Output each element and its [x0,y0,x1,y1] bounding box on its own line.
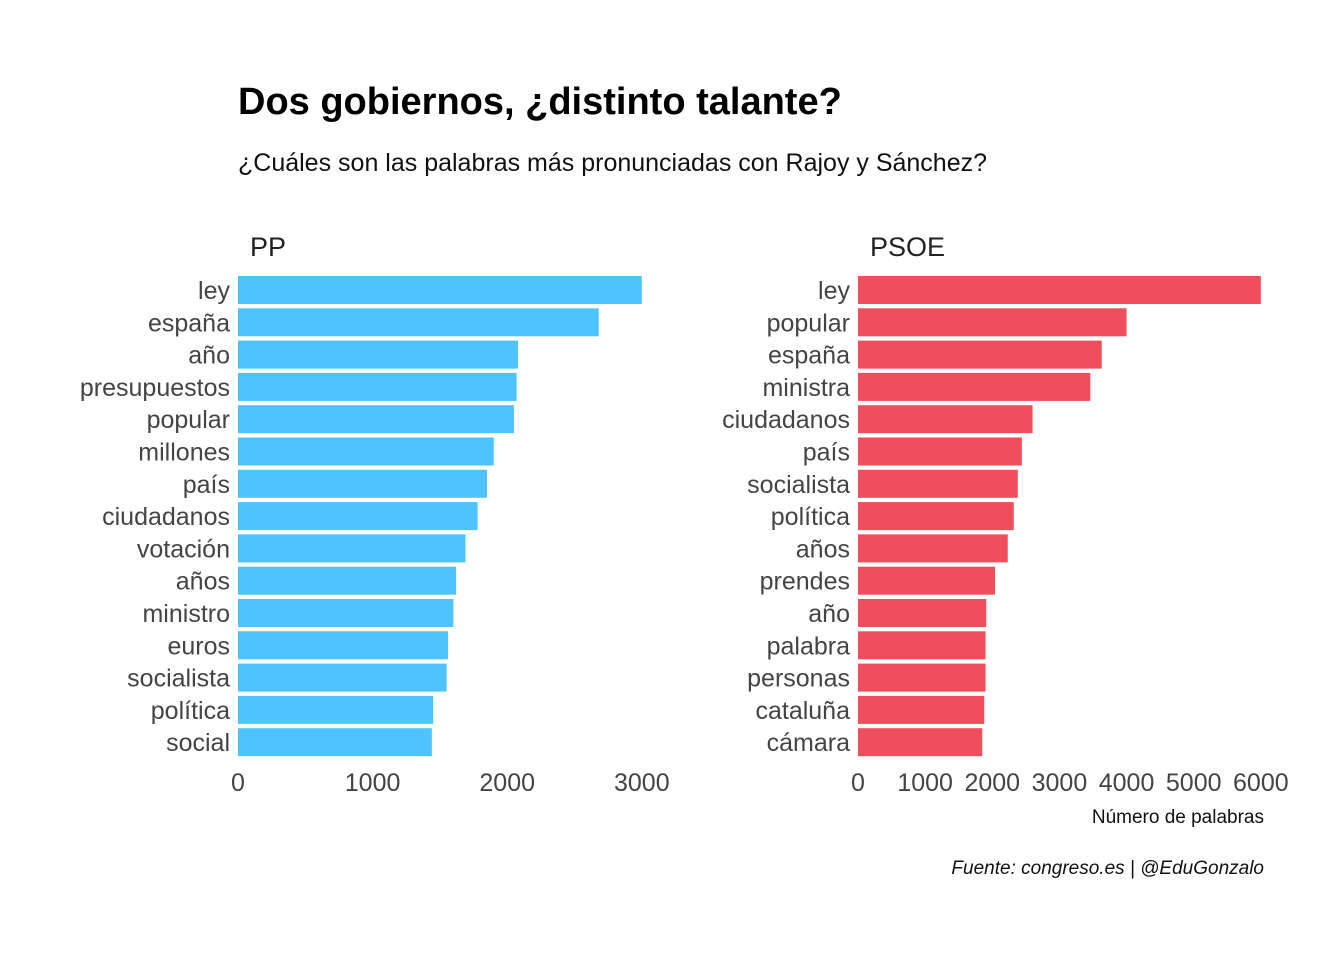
bar-ciudadanos [858,405,1033,434]
bar-votación [238,534,466,563]
bar-ley [238,276,642,304]
x-tick-label: 0 [231,769,245,797]
chart-title: Dos gobiernos, ¿distinto talante? [238,81,842,123]
bar-prendes [858,566,995,595]
bar-política [238,695,434,724]
x-tick-label: 3000 [614,769,670,797]
bar-españa [238,308,599,337]
category-label: millones [138,439,230,467]
bar-años [238,566,457,595]
bar-años [858,534,1008,563]
category-label: prendes [760,568,850,596]
category-label: ministra [762,374,850,402]
x-tick-label: 2000 [964,769,1020,797]
bar-popular [238,405,514,434]
bar-ministro [238,599,454,627]
bar-ley [858,276,1261,304]
bar-cámara [858,728,983,757]
category-label: política [771,503,850,531]
bar-ministra [858,372,1091,401]
bar-socialista [238,663,447,692]
category-label: euros [167,632,230,660]
panel-psoe: PSOE ley popular españa ministra ciudadanos pa… [722,232,1289,828]
bar-cataluña [858,695,985,724]
x-tick-label: 1000 [897,769,953,797]
category-label: votación [137,535,230,563]
category-label: ley [198,277,230,305]
x-axis-title: Número de palabras [1092,807,1264,828]
bar-presupuestos [238,372,517,401]
bar-socialista [858,469,1018,498]
category-label: presupuestos [80,374,230,402]
category-label: popular [147,406,230,434]
x-tick-label: 0 [851,769,865,797]
bar-país [238,469,488,498]
category-label: popular [767,309,850,337]
category-label: personas [747,665,850,693]
panel-title: PSOE [870,232,945,262]
x-tick-label: 6000 [1233,769,1289,797]
category-label: cámara [767,729,850,757]
bar-política [858,502,1014,531]
category-label: palabra [767,632,850,660]
category-label: año [188,342,230,370]
bar-social [238,728,432,757]
x-tick-label: 4000 [1099,769,1155,797]
x-tick-label: 3000 [1032,769,1088,797]
bar-ciudadanos [238,502,478,531]
category-label: ciudadanos [102,503,230,531]
panel-title: PP [250,232,286,262]
panel-pp: PP ley españa año presupuestos popular millone… [80,232,670,797]
category-label: ley [818,277,850,305]
category-label: socialista [127,665,230,693]
category-label: años [796,535,850,563]
chart-caption: Fuente: congreso.es | @EduGonzalo [951,858,1264,879]
bar-personas [858,663,986,692]
bar-año [858,599,987,627]
category-label: cataluña [755,697,850,725]
chart-subtitle: ¿Cuáles son las palabras más pronunciada… [238,149,987,177]
category-label: socialista [747,471,850,499]
bar-popular [858,308,1127,337]
x-tick-label: 5000 [1166,769,1222,797]
category-label: ministro [142,600,230,628]
x-tick-label: 1000 [345,769,401,797]
category-label: año [808,600,850,628]
bar-españa [858,340,1102,369]
category-label: país [183,471,230,499]
x-tick-label: 2000 [479,769,535,797]
category-label: social [166,729,230,757]
category-label: ciudadanos [722,406,850,434]
category-label: política [151,697,230,725]
category-label: españa [148,309,230,337]
category-label: españa [768,342,850,370]
bar-euros [238,631,448,660]
category-label: país [803,439,850,467]
bar-millones [238,437,494,466]
bar-año [238,340,518,369]
bar-palabra [858,631,986,660]
bar-país [858,437,1022,466]
category-label: años [176,568,230,596]
